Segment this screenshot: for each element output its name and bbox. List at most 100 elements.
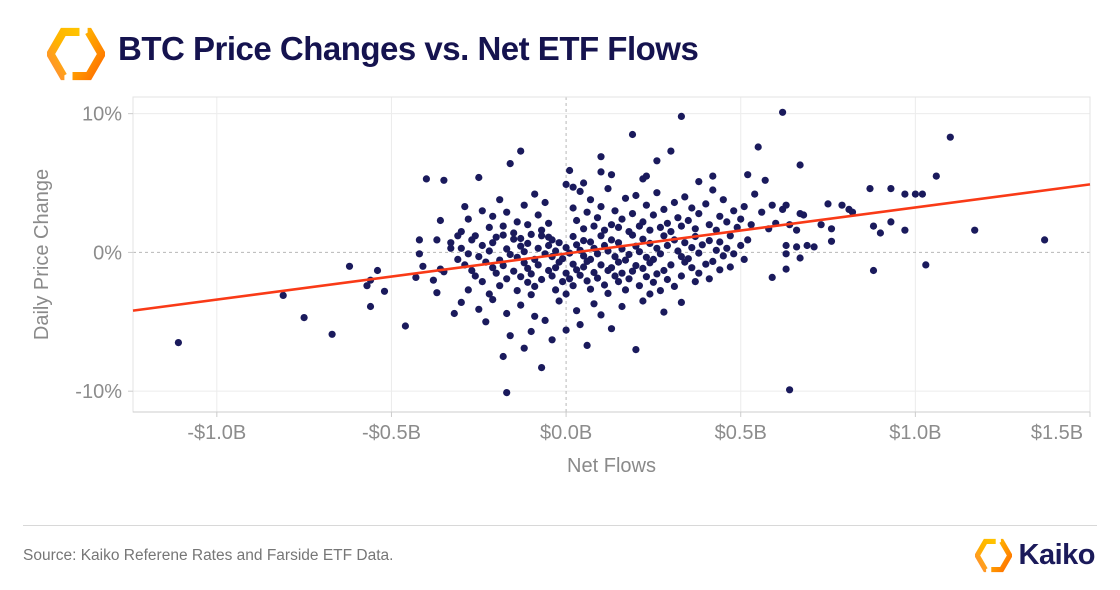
scatter-point [667, 261, 675, 269]
scatter-point [580, 263, 588, 271]
scatter-point [660, 308, 668, 316]
scatter-point [586, 285, 595, 293]
scatter-point [478, 241, 486, 250]
scatter-point [663, 241, 672, 250]
scatter-point [646, 259, 654, 267]
scatter-point [747, 221, 755, 229]
scatter-point [489, 239, 497, 247]
scatter-point [712, 246, 720, 254]
scatter-point [492, 269, 500, 277]
scatter-point [810, 243, 818, 251]
scatter-point [475, 253, 483, 261]
scatter-point [583, 277, 591, 285]
scatter-point [345, 262, 354, 270]
scatter-point [520, 259, 528, 267]
x-tick-label: -$0.5B [362, 422, 421, 444]
scatter-point [412, 273, 420, 281]
scatter-point [373, 266, 382, 275]
scatter-point [646, 290, 654, 298]
scatter-point [646, 226, 654, 234]
scatter-point [569, 282, 577, 290]
scatter-point [681, 258, 689, 266]
scatter-point [611, 272, 619, 280]
scatter-point [768, 201, 776, 209]
scatter-point [642, 172, 651, 180]
scatter-point [429, 276, 437, 284]
scatter-point [597, 232, 605, 240]
scatter-point [433, 289, 441, 297]
x-tick-label: $1.5B [1031, 422, 1083, 444]
scatter-point [366, 302, 375, 311]
scatter-point [803, 241, 811, 250]
scatter-point [590, 222, 598, 230]
scatter-point [705, 221, 713, 229]
scatter-point [499, 222, 507, 230]
scatter-chart: -$1.0B -$0.5B $0.0B $0.5B $1.0B $1.5B 10% 0% -10… [31, 96, 1091, 477]
scatter-point [419, 262, 427, 270]
scatter-point [625, 275, 633, 283]
scatter-point [611, 207, 619, 215]
scatter-point [709, 186, 717, 194]
scatter-point [464, 250, 472, 258]
scatter-point [758, 208, 766, 216]
scatter-point [681, 193, 689, 201]
scatter-point [527, 230, 535, 238]
scatter-point [793, 243, 801, 251]
scatter-point [677, 253, 686, 261]
scatter-point [653, 189, 661, 197]
scatter-point [691, 225, 699, 233]
scatter-point [688, 204, 696, 212]
x-tick-label: $0.0B [540, 422, 592, 444]
scatter-point [761, 176, 769, 184]
scatter-point [517, 234, 525, 243]
scatter-point [499, 352, 507, 361]
scatter-point [475, 173, 483, 182]
scatter-point [614, 278, 623, 286]
scatter-point [475, 305, 483, 313]
scatter-point [363, 282, 371, 290]
chart-header: BTC Price Changes vs. Net ETF Flows [0, 0, 1120, 85]
x-axis-title: Net Flows [567, 455, 656, 477]
scatter-point [649, 278, 658, 286]
scatter-point [695, 210, 703, 218]
scatter-point [559, 278, 567, 286]
scatter-point [656, 287, 665, 295]
scatter-point [496, 196, 504, 204]
kaiko-wordmark: Kaiko [1018, 539, 1096, 571]
scatter-point [932, 172, 940, 180]
scatter-point [723, 218, 731, 226]
scatter-point [782, 241, 790, 250]
scatter-point [545, 266, 553, 275]
scatter-point [730, 250, 738, 258]
scatter-point [716, 266, 724, 274]
scatter-point [527, 291, 535, 299]
scatter-point [433, 236, 441, 244]
y-tick-label: 0% [93, 242, 122, 264]
scatter-point [719, 196, 727, 204]
scatter-point [632, 191, 640, 200]
scatter-point [642, 253, 651, 261]
scatter-point [576, 321, 584, 329]
scatter-point [597, 153, 605, 161]
scatter-point [534, 211, 542, 219]
scatter-point [580, 252, 588, 260]
scatter-point [628, 267, 637, 275]
scatter-point [573, 216, 581, 225]
scatter-point [901, 226, 909, 234]
scatter-point [566, 166, 574, 175]
scatter-point [667, 147, 675, 155]
scatter-point [677, 222, 686, 230]
scatter-point [593, 274, 602, 282]
scatter-point [737, 241, 745, 250]
scatter-point [524, 278, 532, 286]
scatter-point [580, 237, 588, 245]
scatter-point [705, 275, 713, 283]
scatter-point [709, 172, 717, 180]
scatter-point [520, 344, 528, 352]
scatter-point [489, 264, 497, 272]
scatter-point [705, 237, 713, 245]
x-tick-label: $0.5B [715, 422, 767, 444]
scatter-point [663, 275, 672, 284]
scatter-point [545, 219, 553, 227]
scatter-point [876, 229, 885, 237]
